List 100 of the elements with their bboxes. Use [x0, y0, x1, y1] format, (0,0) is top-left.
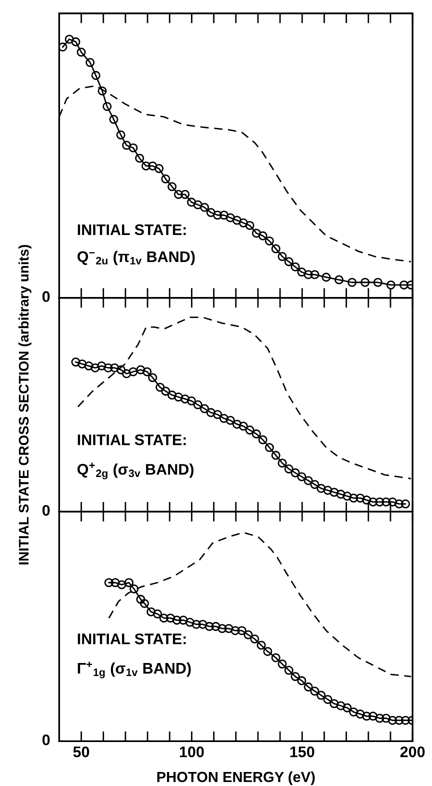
- point: [264, 443, 274, 452]
- point: [146, 607, 156, 616]
- point: [192, 620, 201, 629]
- point: [76, 48, 86, 57]
- point: [264, 236, 274, 246]
- point: [245, 426, 254, 435]
- point: [316, 484, 326, 493]
- point: [323, 486, 332, 495]
- point: [304, 270, 313, 280]
- point: [310, 480, 320, 489]
- point: [91, 70, 100, 80]
- point: [373, 278, 382, 287]
- point: [356, 494, 365, 503]
- point: [148, 373, 158, 382]
- point: [156, 382, 165, 392]
- point: [193, 400, 202, 410]
- point: [213, 410, 222, 420]
- point: [122, 369, 132, 378]
- point: [304, 476, 313, 486]
- point: [400, 499, 410, 508]
- text: 0: [42, 734, 50, 746]
- point: [375, 714, 384, 723]
- point: [180, 190, 190, 199]
- point: [122, 140, 132, 150]
- point: [278, 252, 287, 262]
- point: [323, 694, 332, 704]
- point: [152, 609, 162, 618]
- point: [116, 365, 126, 374]
- point: [71, 37, 80, 46]
- point: [59, 42, 68, 52]
- point: [174, 190, 183, 199]
- point: [97, 361, 106, 370]
- point: [382, 497, 391, 506]
- point: [174, 392, 183, 402]
- point: [161, 386, 170, 396]
- point: [219, 210, 228, 220]
- point: [278, 659, 287, 669]
- point: [388, 716, 397, 725]
- point: [64, 34, 74, 44]
- point: [86, 58, 95, 68]
- point: [224, 624, 234, 634]
- point: [178, 616, 188, 625]
- point: [290, 262, 300, 272]
- point: [399, 280, 408, 290]
- point: [394, 716, 404, 725]
- point: [356, 710, 365, 719]
- point: [362, 496, 372, 505]
- point: [284, 666, 294, 675]
- point: [200, 202, 210, 212]
- point: [382, 714, 391, 723]
- point: [322, 272, 331, 282]
- point: [330, 488, 339, 497]
- point: [142, 367, 152, 376]
- x-tick-label: 50: [73, 746, 90, 758]
- x-tick-label: 100: [180, 746, 204, 758]
- point: [388, 497, 397, 506]
- point: [271, 450, 280, 460]
- point: [140, 598, 149, 608]
- point: [124, 578, 134, 588]
- point: [250, 634, 260, 644]
- x-tick-label: 150: [290, 746, 314, 758]
- point: [336, 490, 346, 499]
- point: [128, 367, 138, 376]
- point: [213, 210, 222, 220]
- point: [154, 164, 164, 174]
- point: [271, 244, 280, 254]
- point: [278, 458, 287, 468]
- point: [211, 622, 220, 631]
- point: [342, 703, 352, 712]
- point: [290, 672, 300, 682]
- point: [168, 182, 177, 192]
- point: [172, 616, 182, 625]
- text: 0: [42, 504, 50, 516]
- point: [232, 420, 242, 429]
- point: [263, 646, 272, 656]
- point: [245, 220, 254, 230]
- point: [368, 712, 378, 721]
- point: [161, 174, 170, 184]
- point: [349, 707, 358, 716]
- point: [130, 584, 139, 594]
- point: [78, 359, 87, 368]
- point: [135, 154, 144, 163]
- point: [98, 86, 107, 96]
- point: [141, 161, 150, 170]
- point: [104, 578, 114, 588]
- point: [238, 422, 248, 431]
- point: [186, 396, 196, 406]
- x-tick-label: 200: [400, 746, 425, 758]
- point: [206, 408, 216, 418]
- point: [185, 618, 194, 627]
- point: [297, 472, 306, 482]
- point: [148, 161, 158, 170]
- point: [310, 686, 320, 696]
- point: [186, 198, 196, 207]
- point: [116, 130, 126, 140]
- annotation: Q$^{−}$$_{2u}$ (π$_{1v}$ BAND): [77, 250, 195, 266]
- point: [310, 270, 320, 280]
- point: [84, 361, 94, 370]
- point: [334, 275, 344, 284]
- point: [368, 497, 378, 506]
